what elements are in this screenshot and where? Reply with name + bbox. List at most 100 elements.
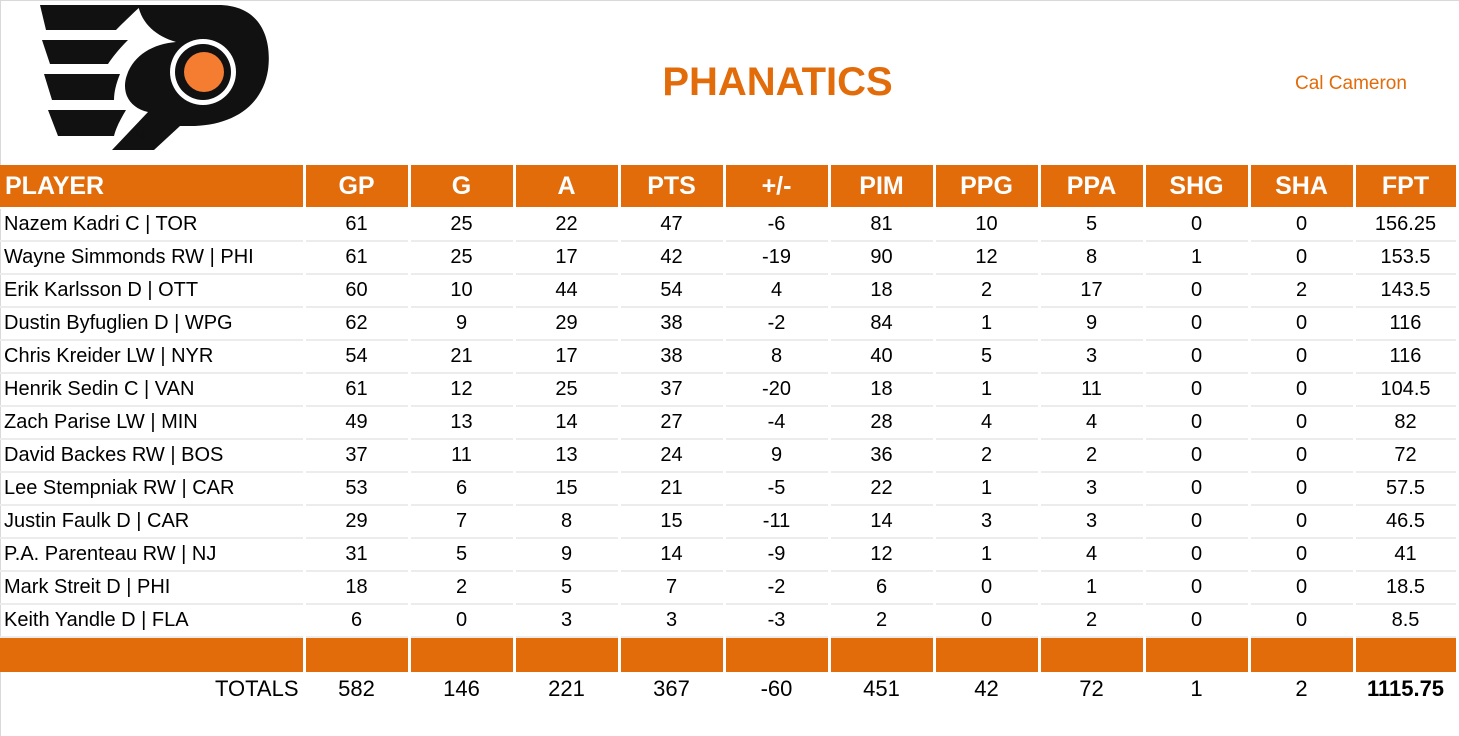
- a-cell[interactable]: 44: [514, 274, 621, 308]
- ppa-cell[interactable]: 1: [1039, 571, 1146, 605]
- ppa-cell[interactable]: 8: [1039, 241, 1146, 275]
- sha-cell[interactable]: 0: [1249, 505, 1356, 539]
- ppg-cell[interactable]: 0: [934, 571, 1041, 605]
- ppg-cell[interactable]: 1: [934, 472, 1041, 506]
- g-cell[interactable]: 9: [409, 307, 516, 341]
- plus-minus-cell[interactable]: -2: [724, 571, 831, 605]
- total-fpt[interactable]: 1115.75: [1354, 672, 1459, 706]
- total-a[interactable]: 221: [514, 672, 621, 706]
- a-cell[interactable]: 3: [514, 604, 621, 638]
- ppa-cell[interactable]: 3: [1039, 340, 1146, 374]
- shg-cell[interactable]: 0: [1144, 208, 1251, 242]
- g-cell[interactable]: 7: [409, 505, 516, 539]
- plus-minus-cell[interactable]: 9: [724, 439, 831, 473]
- a-cell[interactable]: 25: [514, 373, 621, 407]
- shg-cell[interactable]: 0: [1144, 406, 1251, 440]
- ppa-cell[interactable]: 3: [1039, 472, 1146, 506]
- total-gp[interactable]: 582: [304, 672, 411, 706]
- shg-cell[interactable]: 0: [1144, 472, 1251, 506]
- player-name-cell[interactable]: Chris Kreider LW | NYR: [0, 340, 306, 374]
- column-header-shg[interactable]: SHG: [1144, 165, 1251, 209]
- g-cell[interactable]: 12: [409, 373, 516, 407]
- sha-cell[interactable]: 2: [1249, 274, 1356, 308]
- plus-minus-cell[interactable]: -5: [724, 472, 831, 506]
- a-cell[interactable]: 5: [514, 571, 621, 605]
- ppg-cell[interactable]: 1: [934, 538, 1041, 572]
- pim-cell[interactable]: 6: [829, 571, 936, 605]
- g-cell[interactable]: 6: [409, 472, 516, 506]
- player-name-cell[interactable]: Dustin Byfuglien D | WPG: [0, 307, 306, 341]
- pim-cell[interactable]: 40: [829, 340, 936, 374]
- plus-minus-cell[interactable]: 4: [724, 274, 831, 308]
- column-header-g[interactable]: G: [409, 165, 516, 209]
- column-header-fpt[interactable]: FPT: [1354, 165, 1459, 209]
- ppa-cell[interactable]: 4: [1039, 538, 1146, 572]
- pim-cell[interactable]: 2: [829, 604, 936, 638]
- ppa-cell[interactable]: 11: [1039, 373, 1146, 407]
- pts-cell[interactable]: 14: [619, 538, 726, 572]
- sha-cell[interactable]: 0: [1249, 241, 1356, 275]
- shg-cell[interactable]: 0: [1144, 571, 1251, 605]
- column-header-pts[interactable]: PTS: [619, 165, 726, 209]
- shg-cell[interactable]: 0: [1144, 538, 1251, 572]
- pim-cell[interactable]: 22: [829, 472, 936, 506]
- shg-cell[interactable]: 0: [1144, 373, 1251, 407]
- player-name-cell[interactable]: Keith Yandle D | FLA: [0, 604, 306, 638]
- plus-minus-cell[interactable]: 8: [724, 340, 831, 374]
- pim-cell[interactable]: 90: [829, 241, 936, 275]
- player-name-cell[interactable]: Nazem Kadri C | TOR: [0, 208, 306, 242]
- pim-cell[interactable]: 28: [829, 406, 936, 440]
- ppa-cell[interactable]: 2: [1039, 604, 1146, 638]
- fpt-cell[interactable]: 143.5: [1354, 274, 1459, 308]
- pim-cell[interactable]: 18: [829, 373, 936, 407]
- shg-cell[interactable]: 1: [1144, 241, 1251, 275]
- pts-cell[interactable]: 42: [619, 241, 726, 275]
- g-cell[interactable]: 10: [409, 274, 516, 308]
- plus-minus-cell[interactable]: -11: [724, 505, 831, 539]
- fpt-cell[interactable]: 153.5: [1354, 241, 1459, 275]
- pim-cell[interactable]: 18: [829, 274, 936, 308]
- fpt-cell[interactable]: 104.5: [1354, 373, 1459, 407]
- sha-cell[interactable]: 0: [1249, 406, 1356, 440]
- a-cell[interactable]: 13: [514, 439, 621, 473]
- plus-minus-cell[interactable]: -19: [724, 241, 831, 275]
- total-ppa[interactable]: 72: [1039, 672, 1146, 706]
- pts-cell[interactable]: 38: [619, 307, 726, 341]
- a-cell[interactable]: 17: [514, 340, 621, 374]
- pts-cell[interactable]: 7: [619, 571, 726, 605]
- total-pts[interactable]: 367: [619, 672, 726, 706]
- gp-cell[interactable]: 31: [304, 538, 411, 572]
- pim-cell[interactable]: 36: [829, 439, 936, 473]
- gp-cell[interactable]: 61: [304, 241, 411, 275]
- shg-cell[interactable]: 0: [1144, 439, 1251, 473]
- fpt-cell[interactable]: 46.5: [1354, 505, 1459, 539]
- pts-cell[interactable]: 54: [619, 274, 726, 308]
- column-header-gp[interactable]: GP: [304, 165, 411, 209]
- column-header-ppg[interactable]: PPG: [934, 165, 1041, 209]
- column-header-plus-minus[interactable]: +/-: [724, 165, 831, 209]
- fpt-cell[interactable]: 72: [1354, 439, 1459, 473]
- shg-cell[interactable]: 0: [1144, 274, 1251, 308]
- g-cell[interactable]: 11: [409, 439, 516, 473]
- column-header-player[interactable]: PLAYER: [0, 165, 306, 209]
- fpt-cell[interactable]: 116: [1354, 340, 1459, 374]
- sha-cell[interactable]: 0: [1249, 373, 1356, 407]
- ppa-cell[interactable]: 17: [1039, 274, 1146, 308]
- gp-cell[interactable]: 60: [304, 274, 411, 308]
- column-header-a[interactable]: A: [514, 165, 621, 209]
- a-cell[interactable]: 22: [514, 208, 621, 242]
- player-name-cell[interactable]: P.A. Parenteau RW | NJ: [0, 538, 306, 572]
- ppg-cell[interactable]: 3: [934, 505, 1041, 539]
- ppa-cell[interactable]: 4: [1039, 406, 1146, 440]
- sha-cell[interactable]: 0: [1249, 604, 1356, 638]
- pts-cell[interactable]: 3: [619, 604, 726, 638]
- gp-cell[interactable]: 54: [304, 340, 411, 374]
- total-g[interactable]: 146: [409, 672, 516, 706]
- fpt-cell[interactable]: 41: [1354, 538, 1459, 572]
- sha-cell[interactable]: 0: [1249, 307, 1356, 341]
- ppa-cell[interactable]: 2: [1039, 439, 1146, 473]
- player-name-cell[interactable]: Justin Faulk D | CAR: [0, 505, 306, 539]
- fpt-cell[interactable]: 18.5: [1354, 571, 1459, 605]
- sha-cell[interactable]: 0: [1249, 439, 1356, 473]
- player-name-cell[interactable]: Lee Stempniak RW | CAR: [0, 472, 306, 506]
